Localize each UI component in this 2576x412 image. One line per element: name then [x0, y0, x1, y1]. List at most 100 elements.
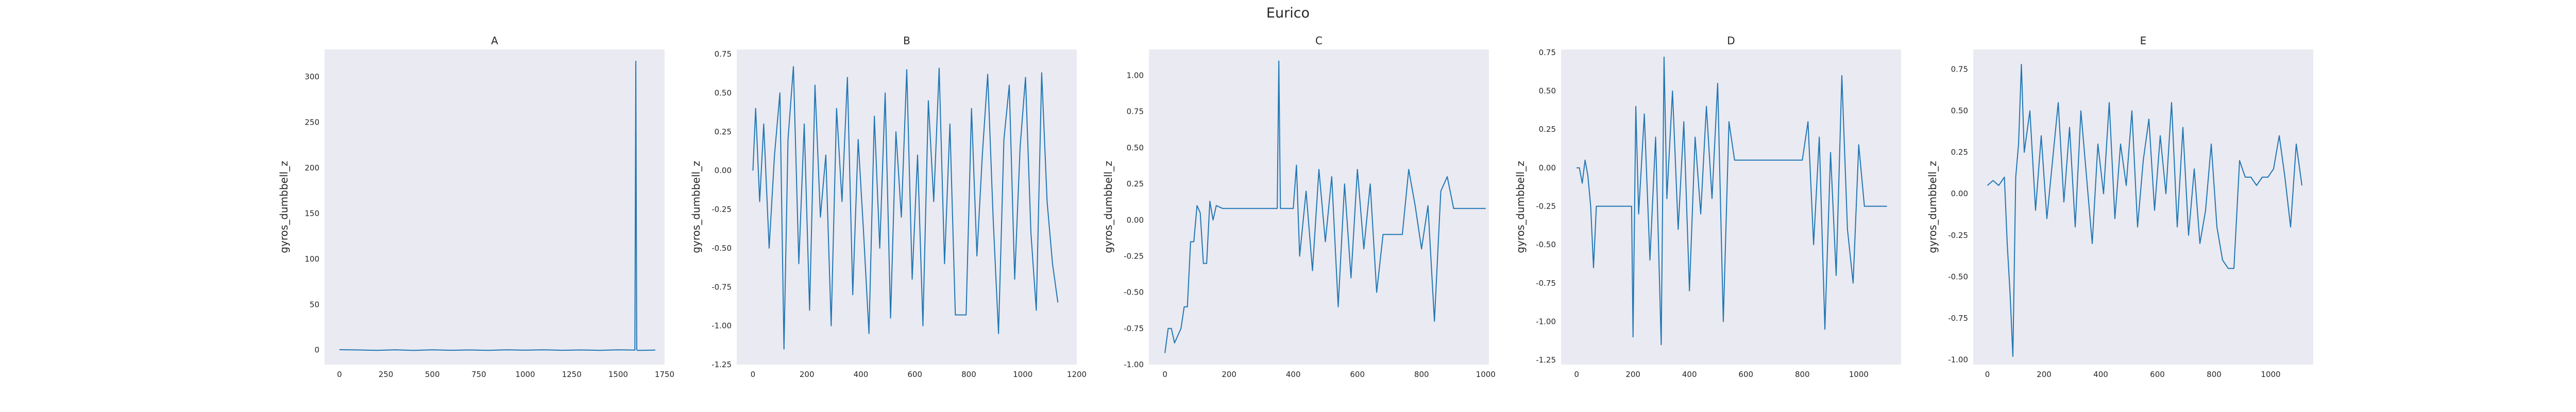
y-axis-label: gyros_dumbbell_z	[278, 161, 290, 253]
y-tick-label: 0.50	[1951, 106, 1968, 115]
y-tick-label: 0.25	[715, 127, 732, 136]
x-tick-label: 1000	[1476, 370, 1496, 379]
y-tick-label: -0.75	[711, 282, 732, 291]
y-tick-label: 0.75	[1951, 65, 1968, 74]
y-tick-label: -0.25	[1124, 251, 1144, 261]
x-tick-label: 200	[800, 370, 815, 379]
y-tick-label: -0.25	[711, 205, 732, 214]
y-tick-label: 0.75	[1127, 107, 1144, 116]
y-tick-label: 0.75	[715, 49, 732, 59]
y-tick-label: 0	[314, 346, 319, 355]
plot-area	[1561, 49, 1901, 365]
x-tick-label: 1000	[2261, 370, 2280, 379]
y-tick-label: -0.50	[711, 244, 732, 253]
x-tick-label: 750	[471, 370, 486, 379]
x-tick-label: 1500	[608, 370, 628, 379]
subplot-title: C	[1315, 35, 1323, 47]
y-tick-label: 250	[304, 118, 319, 127]
series-line	[339, 61, 656, 351]
x-tick-label: 600	[1738, 370, 1753, 379]
y-tick-label: 1.00	[1127, 71, 1144, 80]
x-tick-label: 0	[1985, 370, 1990, 379]
y-tick-label: -1.00	[1124, 360, 1144, 369]
x-tick-label: 600	[2150, 370, 2165, 379]
y-axis-label: gyros_dumbbell_z	[690, 161, 702, 253]
series-line	[1164, 60, 1486, 353]
series-line	[1577, 56, 1887, 346]
y-tick-label: -0.25	[1948, 231, 1968, 240]
x-tick-label: 200	[1222, 370, 1236, 379]
y-tick-label: 0.00	[1127, 215, 1144, 225]
y-tick-label: 100	[304, 254, 319, 264]
x-tick-label: 400	[1682, 370, 1697, 379]
plot-area	[737, 49, 1077, 365]
y-tick-label: -0.50	[1948, 272, 1968, 281]
y-tick-label: 0.00	[1539, 163, 1556, 173]
x-tick-label: 0	[337, 370, 342, 379]
x-tick-label: 600	[907, 370, 922, 379]
y-tick-label: 300	[304, 72, 319, 81]
x-tick-label: 400	[2093, 370, 2108, 379]
x-tick-label: 800	[961, 370, 976, 379]
x-tick-label: 0	[751, 370, 756, 379]
y-tick-label: 0.00	[715, 166, 732, 175]
y-tick-label: -0.75	[1536, 279, 1556, 288]
plot-area	[325, 49, 665, 365]
y-tick-label: -1.25	[711, 360, 732, 369]
x-tick-label: 1000	[1013, 370, 1032, 379]
x-tick-label: 250	[379, 370, 394, 379]
y-tick-label: -1.25	[1536, 355, 1556, 365]
x-tick-label: 600	[1350, 370, 1365, 379]
y-tick-label: 0.50	[1127, 143, 1144, 152]
x-tick-label: 1200	[1067, 370, 1087, 379]
y-tick-label: -0.50	[1124, 288, 1144, 297]
y-axis-label: gyros_dumbbell_z	[1926, 161, 1939, 253]
figure-suptitle: Eurico	[1266, 5, 1310, 21]
x-tick-label: 0	[1162, 370, 1167, 379]
x-tick-label: 0	[1574, 370, 1579, 379]
x-tick-label: 800	[1795, 370, 1810, 379]
x-tick-label: 500	[425, 370, 440, 379]
y-tick-label: -1.00	[1948, 355, 1968, 364]
x-tick-label: 1000	[1849, 370, 1869, 379]
plot-area	[1149, 49, 1489, 365]
y-tick-label: -0.50	[1536, 240, 1556, 249]
x-tick-label: 1000	[515, 370, 535, 379]
y-tick-label: 0.25	[1539, 125, 1556, 134]
subplot-title: B	[903, 35, 910, 47]
y-tick-label: -0.75	[1124, 324, 1144, 333]
x-tick-label: 1250	[562, 370, 582, 379]
y-tick-label: 0.50	[715, 88, 732, 97]
x-tick-label: 400	[854, 370, 869, 379]
y-tick-label: -1.00	[711, 321, 732, 331]
x-tick-label: 200	[1625, 370, 1640, 379]
y-tick-label: -1.00	[1536, 317, 1556, 326]
y-tick-label: 0.00	[1951, 189, 1968, 198]
y-tick-label: -0.75	[1948, 314, 1968, 323]
series-line	[1987, 64, 2302, 357]
subplot-title: E	[2140, 35, 2147, 47]
x-tick-label: 400	[1286, 370, 1301, 379]
x-tick-label: 800	[2207, 370, 2222, 379]
x-tick-label: 200	[2037, 370, 2052, 379]
y-tick-label: 0.25	[1951, 148, 1968, 157]
y-tick-label: 0.75	[1539, 48, 1556, 57]
y-tick-label: 150	[304, 209, 319, 218]
y-tick-label: 200	[304, 163, 319, 173]
series-line	[752, 66, 1059, 350]
y-tick-label: 0.50	[1539, 87, 1556, 96]
y-tick-label: 0.25	[1127, 179, 1144, 188]
y-axis-label: gyros_dumbbell_z	[1102, 161, 1114, 253]
x-tick-label: 1750	[655, 370, 674, 379]
subplot-title: A	[491, 35, 498, 47]
plot-area	[1973, 49, 2313, 365]
subplot-title: D	[1727, 35, 1735, 47]
y-tick-label: 50	[310, 300, 319, 309]
y-tick-label: -0.25	[1536, 202, 1556, 211]
